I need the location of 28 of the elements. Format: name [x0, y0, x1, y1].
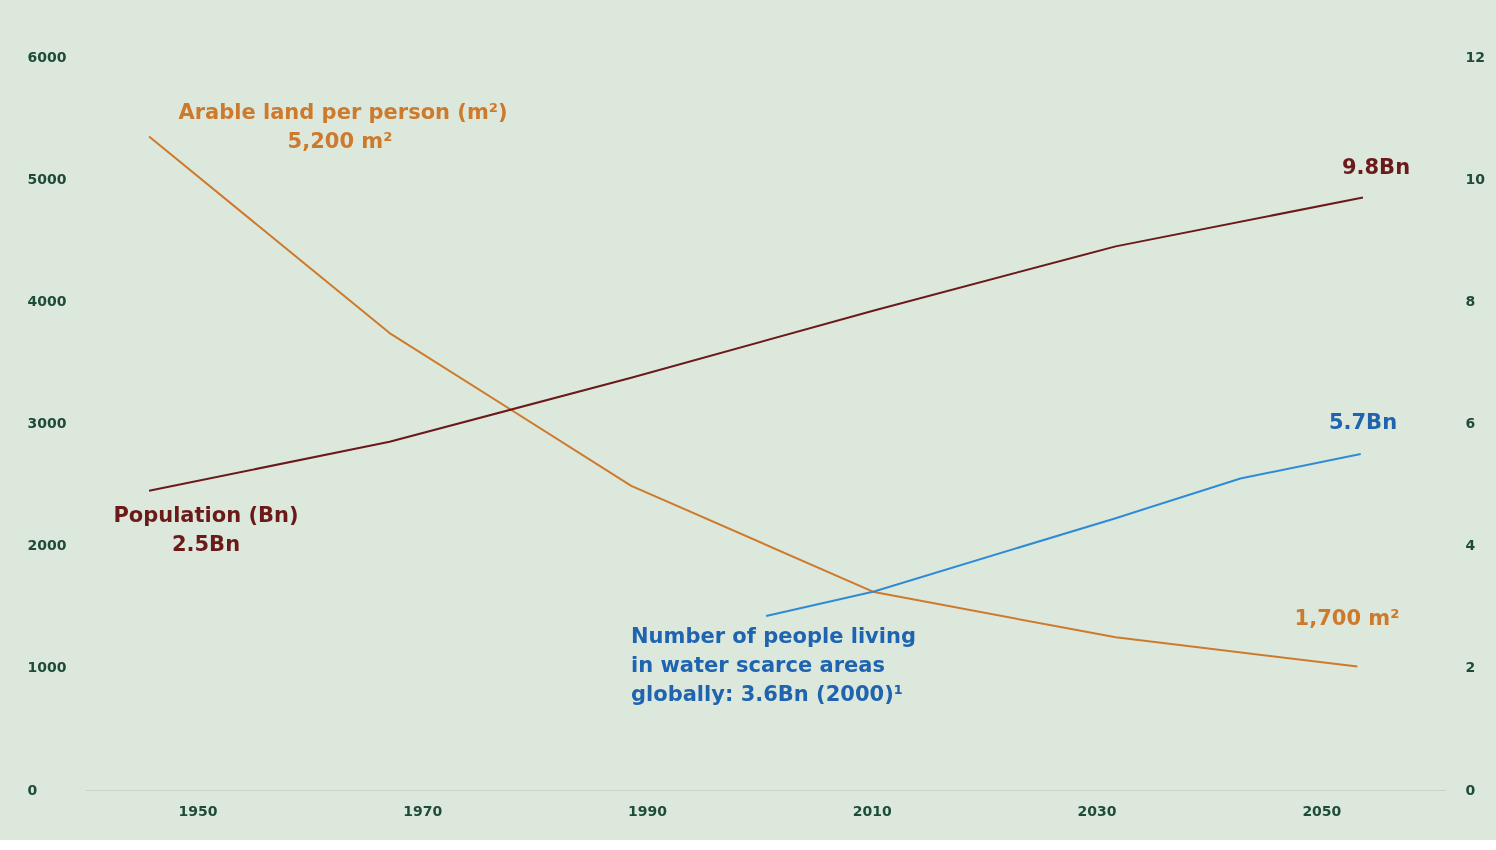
y-tick-label: 0: [27, 781, 38, 798]
series-label: Population (Bn): [113, 503, 299, 527]
annotation: 1,700 m²: [1294, 606, 1400, 630]
annotation: 9.8Bn: [1341, 155, 1411, 179]
y2-tick-label: 4: [1465, 537, 1476, 554]
annotation: 5,200 m²: [287, 129, 393, 153]
y-tick-label: 6000: [27, 48, 67, 65]
annotation: 2.5Bn: [171, 532, 241, 556]
annotation: 5.7Bn: [1328, 410, 1398, 434]
series-label: Arable land per person (m²): [178, 100, 508, 124]
x-tick-label: 2030: [1077, 802, 1117, 819]
y-tick-label: 5000: [27, 170, 67, 187]
y-tick-label: 1000: [27, 659, 67, 676]
x-tick-label: 2010: [852, 802, 893, 819]
text: Number of people living in water scarce areas globally: 3.6Bn (2000)¹: [631, 624, 916, 706]
y-tick-label: 2000: [27, 537, 67, 554]
y-tick-label: 3000: [27, 415, 67, 431]
x-tick-label: 2050: [1302, 802, 1342, 819]
y2-tick-label: 2: [1465, 659, 1476, 676]
y2-tick-label: 12: [1465, 48, 1485, 65]
y2-tick-label: 10: [1465, 170, 1486, 187]
y2-tick-label: 8: [1465, 292, 1476, 309]
y-tick-label: 4000: [27, 292, 67, 309]
y2-tick-label: 6: [1465, 415, 1476, 431]
y2-tick-label: 0: [1465, 781, 1476, 798]
x-tick-label: 1950: [178, 802, 218, 819]
x-tick-label: 1990: [628, 802, 668, 819]
x-tick-label: 1970: [403, 802, 443, 819]
